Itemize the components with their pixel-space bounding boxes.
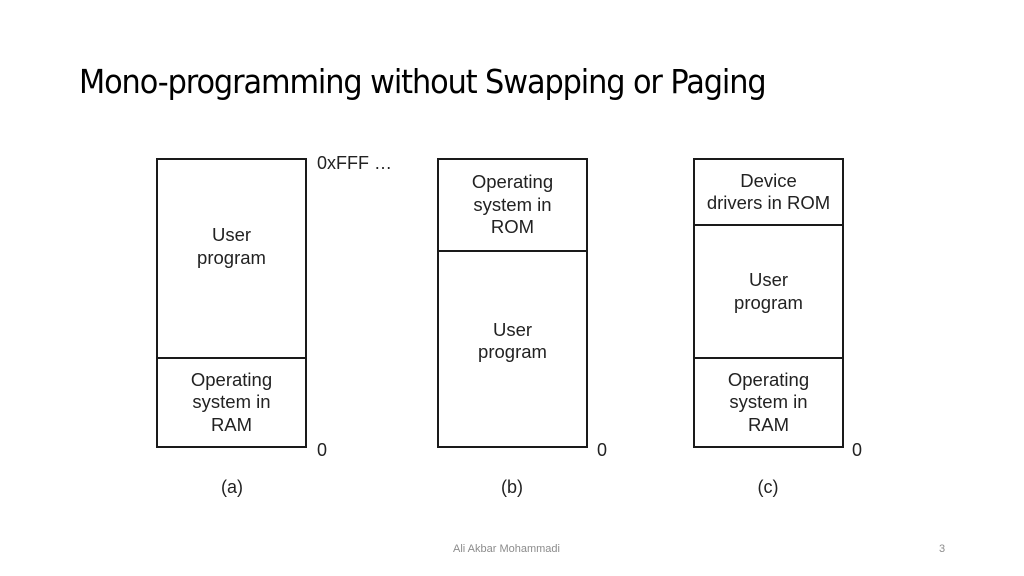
- region-label: User program: [478, 318, 547, 363]
- region-label: Device drivers in ROM: [706, 169, 831, 214]
- region-user-program: User program: [695, 226, 842, 359]
- region-label: User program: [197, 224, 266, 268]
- region-os-rom: Operating system in ROM: [439, 160, 586, 252]
- region-device-drivers-rom: Device drivers in ROM: [695, 160, 842, 226]
- region-label: Operating system in RAM: [190, 368, 273, 435]
- memory-layout-b: Operating system in ROM User program: [437, 158, 588, 448]
- bottom-address-label: 0: [317, 440, 328, 460]
- caption-a: (a): [221, 477, 243, 497]
- region-label: Operating system in ROM: [471, 171, 554, 238]
- slide-title: Mono-programming without Swapping or Pag…: [79, 62, 767, 101]
- region-os-ram: Operating system in RAM: [158, 359, 305, 446]
- page-number: 3: [939, 543, 946, 555]
- top-address-label: 0xFFF …: [317, 153, 392, 173]
- footer-author: Ali Akbar Mohammadi: [453, 543, 560, 555]
- bottom-address-label: 0: [852, 440, 863, 460]
- caption-b: (b): [501, 477, 523, 497]
- region-label: User program: [734, 269, 803, 313]
- region-user-program: User program: [439, 252, 586, 446]
- region-label: Operating system in RAM: [727, 368, 810, 435]
- region-user-program: User program: [158, 160, 305, 359]
- memory-layout-c: Device drivers in ROM User program Opera…: [693, 158, 844, 448]
- memory-layout-a: User program Operating system in RAM: [156, 158, 307, 448]
- bottom-address-label: 0: [597, 440, 608, 460]
- region-os-ram: Operating system in RAM: [695, 359, 842, 446]
- caption-c: (c): [757, 477, 779, 497]
